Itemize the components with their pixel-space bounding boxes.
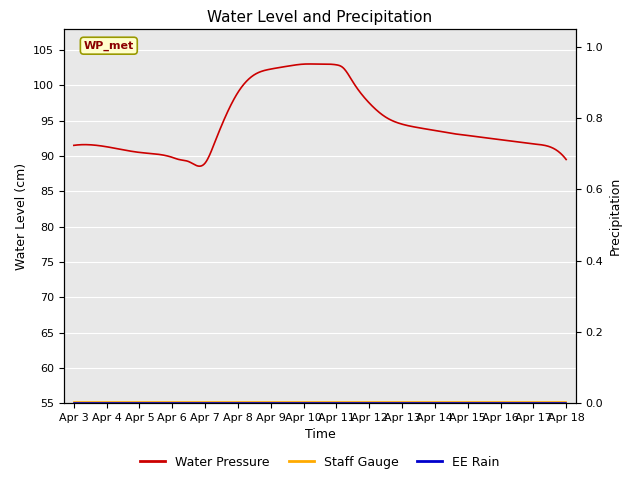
- Legend: Water Pressure, Staff Gauge, EE Rain: Water Pressure, Staff Gauge, EE Rain: [136, 451, 504, 474]
- Water Pressure: [70, 143, 77, 148]
- Y-axis label: Precipitation: Precipitation: [609, 177, 622, 255]
- Water Pressure: [100, 144, 108, 149]
- Water Pressure: [495, 137, 503, 143]
- Text: WP_met: WP_met: [84, 41, 134, 51]
- Y-axis label: Water Level (cm): Water Level (cm): [15, 162, 28, 270]
- Water Pressure: [305, 61, 313, 67]
- Water Pressure: [370, 105, 378, 110]
- Water Pressure: [357, 91, 365, 96]
- Water Pressure: [196, 163, 204, 169]
- Line: Water Pressure: Water Pressure: [74, 64, 566, 166]
- X-axis label: Time: Time: [305, 429, 335, 442]
- Water Pressure: [563, 156, 570, 162]
- Title: Water Level and Precipitation: Water Level and Precipitation: [207, 10, 433, 25]
- Water Pressure: [385, 116, 392, 122]
- Water Pressure: [445, 130, 452, 136]
